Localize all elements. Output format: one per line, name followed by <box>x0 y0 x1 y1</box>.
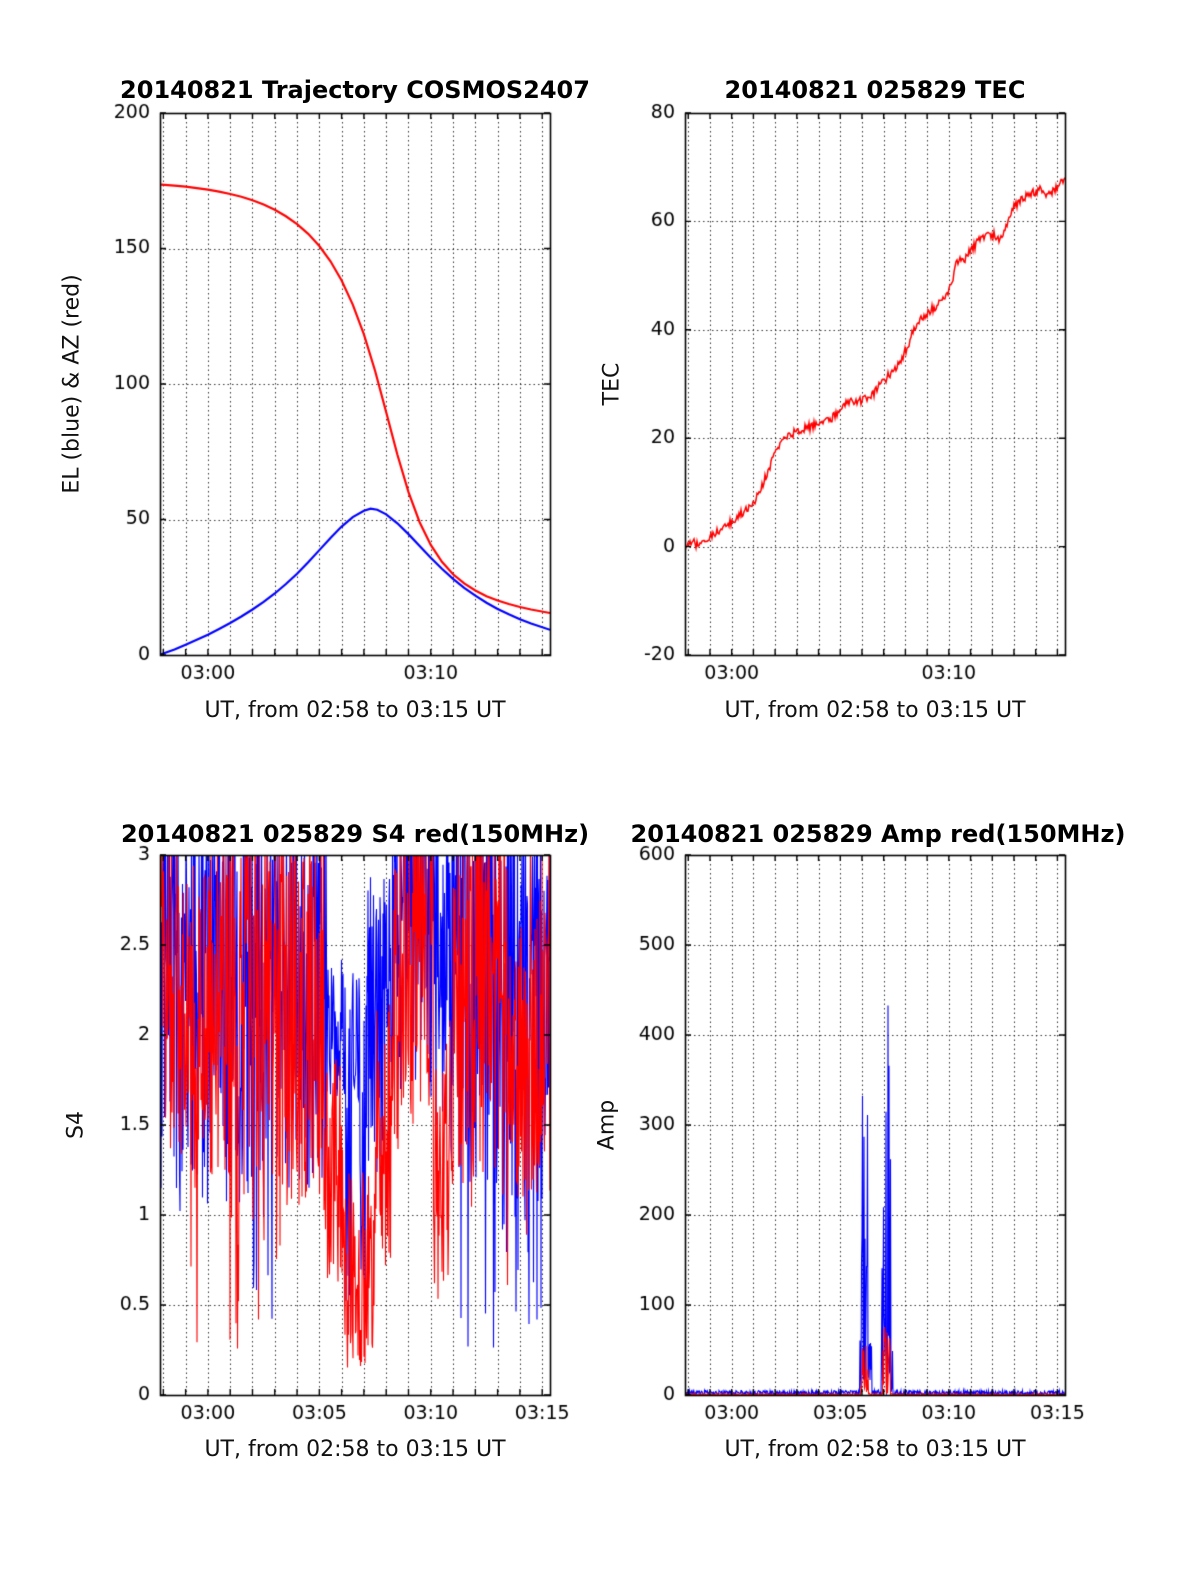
trajectory-xlabel: UT, from 02:58 to 03:15 UT <box>204 698 506 723</box>
tec-title: 20140821 025829 TEC <box>724 76 1026 104</box>
tec-xlabel: UT, from 02:58 to 03:15 UT <box>724 698 1026 723</box>
s4-xlabel: UT, from 02:58 to 03:15 UT <box>204 1437 506 1462</box>
amp-xlabel: UT, from 02:58 to 03:15 UT <box>724 1437 1026 1462</box>
amp-ylabel: Amp <box>594 1099 620 1151</box>
s4-title: 20140821 025829 S4 red(150MHz) <box>120 820 590 848</box>
tec-ylabel: TEC <box>599 362 625 406</box>
trajectory-ylabel: EL (blue) & AZ (red) <box>59 274 85 494</box>
trajectory-title: 20140821 Trajectory COSMOS2407 <box>120 76 590 104</box>
s4-ylabel: S4 <box>63 1111 89 1139</box>
amp-title: 20140821 025829 Amp red(150MHz) <box>630 820 1126 848</box>
